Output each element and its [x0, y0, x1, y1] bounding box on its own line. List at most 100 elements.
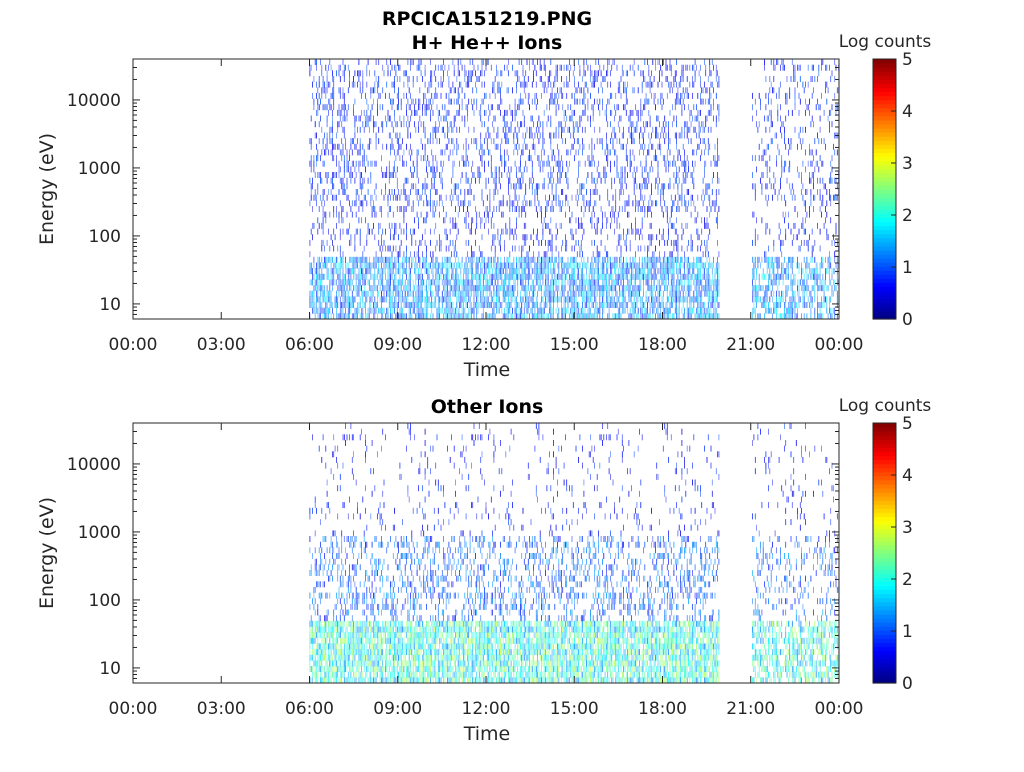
spectrogram-cell [366, 290, 368, 297]
spectrogram-cell [502, 194, 504, 201]
spectrogram-cell [373, 98, 374, 105]
spectrogram-cell [645, 279, 647, 286]
spectrogram-cell [316, 307, 317, 314]
spectrogram-cell [621, 268, 623, 275]
spectrogram-cell [478, 177, 480, 184]
spectrogram-cell [354, 166, 356, 173]
spectrogram-cell [373, 126, 374, 133]
spectrogram-cell [338, 160, 340, 167]
spectrogram-cell [661, 183, 663, 190]
spectrogram-cell [518, 59, 520, 65]
spectrogram-cell [665, 166, 667, 173]
spectrogram-cell [580, 115, 582, 122]
spectrogram-cell [666, 285, 668, 292]
spectrogram-cell [531, 183, 533, 190]
spectrogram-cell [549, 302, 550, 308]
spectrogram-cell [488, 211, 489, 218]
spectrogram-cell [614, 59, 615, 65]
spectrogram-cell [396, 279, 398, 286]
spectrogram-cell [422, 262, 423, 269]
spectrogram-cell [551, 172, 553, 178]
spectrogram-cell [523, 76, 525, 82]
spectrogram-cell [516, 143, 517, 150]
spectrogram-cell [649, 268, 651, 275]
spectrogram-cell [427, 268, 429, 275]
spectrogram-cell [633, 302, 635, 308]
spectrogram-cell [374, 206, 376, 212]
spectrogram-cell [420, 239, 422, 246]
spectrogram-cell [407, 115, 409, 122]
spectrogram-cell [550, 245, 552, 252]
spectrogram-cell [447, 285, 448, 292]
spectrogram-cell [336, 206, 337, 212]
spectrogram-cell [596, 76, 598, 82]
spectrogram-cell [584, 302, 586, 308]
spectrogram-cell [371, 211, 373, 218]
spectrogram-cell [614, 132, 615, 139]
spectrogram-cell [587, 87, 589, 94]
spectrogram-cell [475, 81, 476, 88]
spectrogram-cell [426, 160, 427, 167]
spectrogram-cell [574, 155, 575, 162]
spectrogram-cell [472, 273, 474, 280]
spectrogram-cell [517, 290, 519, 297]
spectrogram-cell [399, 279, 401, 286]
spectrogram-cell [471, 313, 472, 320]
spectrogram-cell [366, 256, 368, 263]
spectrogram-cell [449, 121, 451, 128]
spectrogram-cell [676, 302, 677, 308]
spectrogram-cell [662, 98, 664, 105]
spectrogram-cell [583, 70, 585, 77]
spectrogram-cell [576, 285, 578, 292]
spectrogram-cell [518, 262, 520, 269]
spectrogram-cell [337, 109, 339, 116]
spectrogram-cell [643, 273, 644, 280]
spectrogram-cell [394, 81, 395, 88]
spectrogram-cell [602, 87, 603, 94]
spectrogram-cell [657, 256, 659, 263]
spectrogram-cell [365, 115, 366, 122]
spectrogram-cell [324, 307, 325, 314]
spectrogram-cell [437, 268, 439, 275]
spectrogram-cell [432, 183, 434, 190]
spectrogram-cell [453, 279, 455, 286]
spectrogram-cell [576, 313, 578, 320]
spectrogram-cell [355, 194, 357, 201]
spectrogram-cell [542, 183, 544, 190]
spectrogram-cell [644, 302, 646, 308]
spectrogram-cell [653, 251, 655, 258]
spectrogram-cell [316, 268, 317, 275]
spectrogram-cell [592, 177, 594, 184]
spectrogram-cell [498, 302, 500, 308]
spectrogram-cell [493, 206, 495, 212]
spectrogram-cell [617, 81, 619, 88]
spectrogram-cell [419, 307, 421, 314]
spectrogram-cell [571, 92, 573, 99]
spectrogram-cell [374, 296, 376, 303]
spectrogram-cell [486, 290, 488, 297]
spectrogram-cell [559, 121, 561, 128]
spectrogram-cell [464, 76, 466, 82]
spectrogram-cell [584, 92, 586, 99]
spectrogram-cell [354, 177, 356, 184]
spectrogram-cell [460, 262, 462, 269]
spectrogram-cell [537, 132, 538, 139]
spectrogram-cell [394, 256, 395, 263]
spectrogram-cell [411, 239, 413, 246]
spectrogram-cell [343, 155, 345, 162]
spectrogram-cell [445, 92, 447, 99]
spectrogram-cell [651, 143, 652, 150]
spectrogram-cell [576, 177, 578, 184]
spectrogram-cell [657, 132, 659, 139]
spectrogram-cell [407, 302, 409, 308]
spectrogram-cell [426, 256, 427, 263]
spectrogram-cell [508, 87, 509, 94]
spectrogram-cell [394, 160, 395, 167]
spectrogram-cell [643, 104, 644, 111]
spectrogram-cell [612, 313, 614, 320]
spectrogram-cell [451, 307, 452, 314]
spectrogram-cell [465, 262, 467, 269]
spectrogram-cell [604, 245, 606, 252]
spectrogram-cell [621, 64, 623, 71]
spectrogram-cell [452, 268, 454, 275]
